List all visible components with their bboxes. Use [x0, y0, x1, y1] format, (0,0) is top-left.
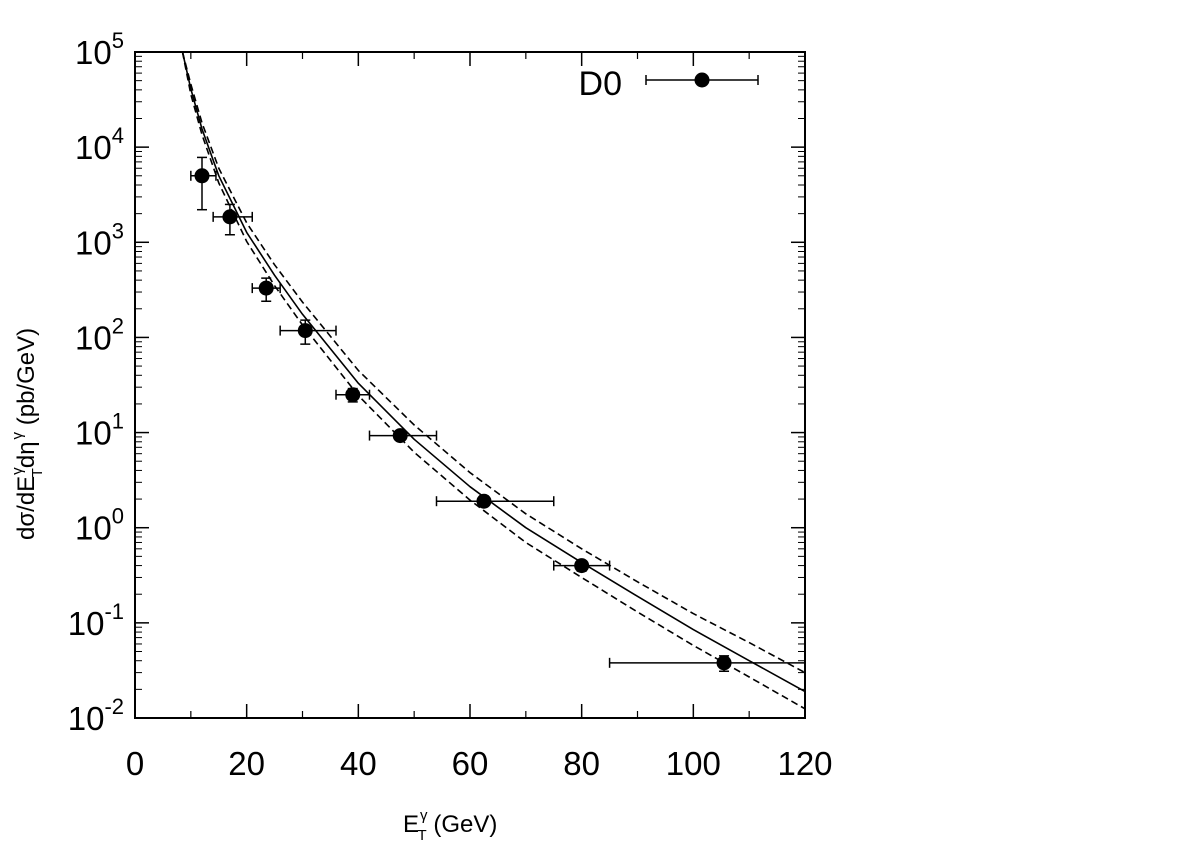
data-marker — [194, 168, 210, 184]
axis-minor-ticks — [135, 52, 805, 718]
data-marker — [345, 387, 361, 403]
data-point — [435, 493, 555, 509]
x-tick-label: 80 — [563, 745, 600, 782]
theory-curve-central — [181, 52, 805, 693]
theory-curves — [181, 52, 805, 710]
theory-curve-band — [181, 52, 805, 674]
y-tick-label: 101 — [75, 409, 124, 452]
x-tick-label: 0 — [126, 745, 144, 782]
data-point — [553, 558, 611, 574]
data-marker — [476, 493, 492, 509]
data-point — [335, 387, 371, 403]
y-tick-label: 10-1 — [68, 599, 124, 642]
legend-marker — [694, 72, 710, 88]
legend: D0 — [579, 65, 759, 103]
x-axis-label: Eγ T (GeV) — [403, 807, 497, 840]
y-tick-label: 104 — [75, 123, 124, 166]
x-tick-labels: 0 20 40 60 80 100 120 — [126, 745, 833, 782]
data-point — [608, 655, 805, 673]
data-marker — [574, 558, 590, 574]
data-marker — [222, 209, 238, 225]
data-marker — [258, 280, 274, 296]
x-tick-label: 60 — [452, 745, 489, 782]
x-tick-label: 20 — [228, 745, 265, 782]
legend-label: D0 — [579, 65, 622, 103]
y-tick-label: 100 — [75, 504, 124, 547]
x-tick-label: 40 — [340, 745, 377, 782]
data-marker — [716, 655, 732, 671]
y-tick-label: 103 — [75, 218, 124, 261]
data-point — [251, 277, 281, 303]
plot-frame — [134, 51, 806, 719]
x-tick-label: 120 — [777, 745, 832, 782]
data-point — [190, 156, 217, 211]
y-tick-label: 105 — [75, 28, 124, 71]
data-points — [190, 156, 805, 673]
theory-curve-band — [181, 52, 805, 710]
y-tick-labels: 10-2 10-1 100 101 102 103 104 105 — [68, 28, 124, 737]
y-tick-label: 10-2 — [68, 694, 124, 737]
x-tick-label: 100 — [666, 745, 721, 782]
axis-major-ticks — [134, 51, 806, 719]
y-tick-label: 102 — [75, 313, 124, 356]
data-point — [279, 319, 337, 345]
data-marker — [392, 428, 408, 444]
data-point — [212, 203, 253, 236]
data-marker — [297, 323, 313, 339]
y-axis-label: dσ/dEγ Tdηγ (pb/GeV) — [9, 328, 46, 540]
data-point — [368, 428, 438, 444]
